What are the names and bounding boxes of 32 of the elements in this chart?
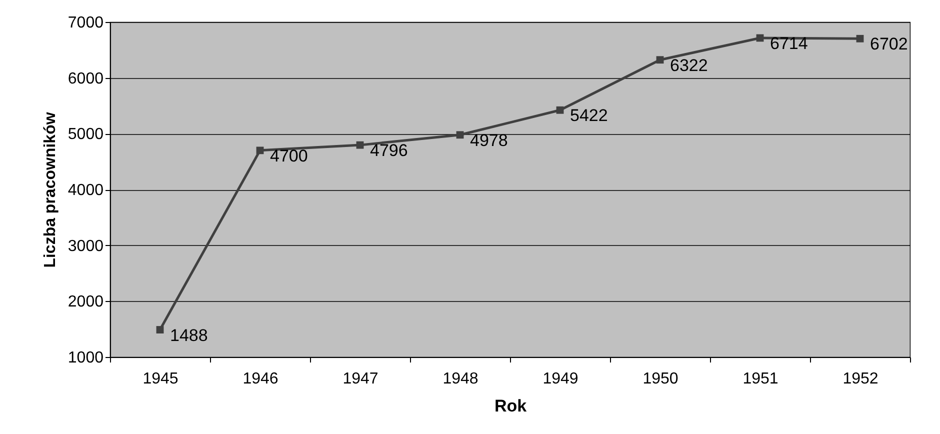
point (656, 56, 664, 64)
x-tick-label: 1952 (842, 370, 878, 388)
y-tick-label: 3000 (68, 238, 104, 255)
point (156, 326, 164, 334)
data-label: 6702 (870, 34, 908, 54)
x-tick-label: 1950 (642, 370, 678, 388)
point (556, 106, 564, 114)
y-tick-label: 2000 (68, 294, 104, 311)
y-tick-label: 4000 (68, 182, 104, 199)
data-label: 5422 (570, 106, 608, 126)
x-tick-label: 1947 (342, 370, 378, 388)
y-axis-title: Liczba pracowników (42, 112, 59, 268)
data-label: 4978 (470, 130, 508, 150)
data-label: 4796 (370, 141, 408, 160)
y-tick-label: 6000 (68, 70, 104, 88)
point (856, 34, 864, 42)
x-axis-title: Rok (494, 396, 528, 416)
x-tick-label: 1949 (542, 370, 578, 388)
y-tick-label: 7000 (68, 14, 104, 32)
point (456, 131, 464, 139)
point (256, 146, 264, 154)
data-label: 4700 (270, 146, 308, 166)
data-label: 6322 (670, 56, 708, 75)
x-tick-label: 1946 (242, 370, 278, 388)
x-tick-label: 1948 (442, 370, 478, 388)
x-tick-label: 1951 (742, 370, 778, 388)
data-label: 1488 (170, 326, 208, 345)
x-tick-label: 1945 (142, 370, 178, 388)
data-label: 6714 (770, 34, 808, 53)
y-tick-label: 5000 (68, 126, 104, 144)
y-tick-label: 1000 (68, 350, 104, 366)
point (356, 141, 364, 149)
